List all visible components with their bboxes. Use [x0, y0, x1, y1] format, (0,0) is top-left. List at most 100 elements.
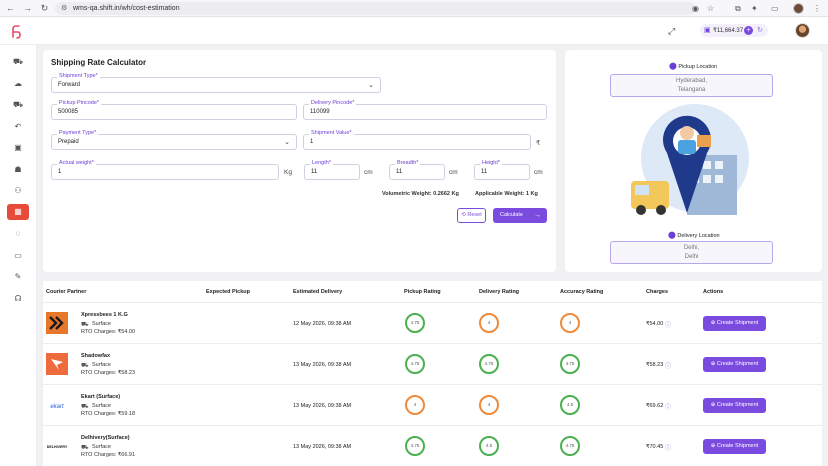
wallet-balance[interactable]: ▣ ₹11,664.37 + ↻ — [700, 24, 768, 37]
courier-name: Shadowfax — [81, 353, 111, 359]
pickup-pincode-value: 500085 — [58, 109, 79, 115]
actual-weight-value: 1 — [58, 169, 62, 175]
shipping-mode: Surface — [92, 444, 111, 450]
info-icon[interactable]: ⓘ — [665, 323, 672, 329]
delivery-location-box: Delhi, Delhi — [610, 241, 773, 264]
return-icon[interactable]: ↶ — [14, 122, 22, 131]
breadth-label: Breadth* — [395, 160, 421, 167]
extensions-icon[interactable]: ⧉ — [735, 4, 741, 13]
truck-icon: ⛟ — [81, 404, 89, 410]
browser-toolbar: ← → ↻ ⚙ wms-qa.shift.in/wh/cost-estimati… — [0, 0, 828, 17]
shipment-type-select[interactable]: Shipment Type* Forward ⌄ — [51, 73, 381, 93]
plus-circle-icon: ⊕ — [710, 320, 716, 326]
payment-type-select[interactable]: Payment Type* Prepaid ⌄ — [51, 130, 297, 150]
chevron-down-icon: ⌄ — [284, 139, 290, 146]
add-money-button[interactable]: + — [744, 26, 753, 35]
shipment-value-input[interactable]: Shipment Value* 1 — [303, 130, 531, 150]
browser-menu-icon[interactable]: ⋮ — [813, 4, 821, 13]
xpressbees-logo — [46, 312, 68, 334]
shipment-value-label: Shipment Value* — [309, 130, 354, 137]
create-shipment-label: Create Shipment — [716, 361, 759, 367]
table-row: Xpressbees 1 K.G ⛟ Surface RTO Charges: … — [43, 302, 822, 343]
arrow-right-icon: → — [534, 212, 541, 219]
actual-weight-label: Actual weight* — [57, 160, 96, 167]
chat-icon[interactable]: ◌ — [15, 229, 21, 238]
pickup-location-label: Pickup Location — [678, 64, 718, 70]
info-icon[interactable]: ⓘ — [665, 446, 672, 452]
courier-name: Xpressbees 1 K.G — [81, 312, 128, 318]
create-shipment-button[interactable]: ⊕ Create Shipment — [703, 398, 766, 413]
cloud-icon[interactable]: ☁ — [14, 79, 22, 88]
svg-text:ekart: ekart — [50, 404, 64, 410]
headset-icon[interactable]: ☊ — [14, 294, 22, 303]
info-icon[interactable]: ⓘ — [665, 405, 672, 411]
cast-icon[interactable]: ▭ — [771, 4, 779, 13]
browser-profile-avatar[interactable] — [793, 3, 804, 14]
actual-weight-input[interactable]: Actual weight* 1 — [51, 160, 279, 180]
pickup-location-box: Hyderabad, Telangana — [610, 74, 773, 97]
create-shipment-label: Create Shipment — [716, 320, 759, 326]
fullscreen-icon[interactable]: ⤢ — [668, 26, 676, 36]
info-icon[interactable]: ⓘ — [665, 364, 672, 370]
col-estimated-delivery: Estimated Delivery — [293, 289, 343, 295]
reset-button[interactable]: ⟲ Reset — [457, 208, 486, 223]
length-input[interactable]: Length* 11 — [304, 160, 360, 180]
star-icon[interactable]: ☆ — [707, 4, 715, 13]
create-shipment-button[interactable]: ⊕ Create Shipment — [703, 439, 766, 454]
refresh-balance-icon[interactable]: ↻ — [757, 27, 763, 34]
delivery-rating-gauge: 4.5 — [479, 436, 499, 456]
col-charges: Charges — [646, 289, 669, 295]
card-icon[interactable]: ▭ — [14, 251, 22, 260]
back-icon[interactable]: ← — [6, 3, 15, 13]
create-shipment-button[interactable]: ⊕ Create Shipment — [703, 316, 766, 331]
users-icon[interactable]: ⚇ — [14, 186, 22, 195]
volumetric-weight: Volumetric Weight: 0.2662 Kg — [382, 191, 459, 197]
wallet-icon: ▣ — [704, 27, 711, 34]
calculate-label: Calculate — [500, 212, 523, 218]
shipment-type-value: Forward — [58, 82, 81, 88]
shift-logo[interactable] — [10, 25, 22, 39]
plus-circle-icon: ⊕ — [710, 402, 716, 408]
delivery-rating-gauge: 4.75 — [479, 354, 499, 374]
calculator-title: Shipping Rate Calculator — [51, 58, 147, 67]
sidebar: ⛟ ☁ ⛟ ↶ ▣ ☗ ⚇ ▦ ◌ ▭ ✎ ☊ — [0, 45, 37, 466]
shipment-type-label: Shipment Type* — [57, 73, 100, 80]
delivery-location-heading: ⬤ Delivery Location — [668, 231, 720, 239]
estimated-delivery: 13 May 2026, 09:38 AM — [293, 362, 352, 368]
calculate-button[interactable]: Calculate → — [493, 208, 547, 223]
delivery-illustration — [631, 104, 749, 215]
site-info-icon[interactable]: ⚙ — [61, 5, 68, 12]
shipping-mode: Surface — [92, 362, 111, 368]
pickup-pincode-input[interactable]: Pickup Pincode* 500085 — [51, 100, 297, 120]
eye-off-icon[interactable]: ◉ — [692, 4, 699, 13]
user-avatar[interactable] — [795, 23, 810, 38]
pickup-pincode-label: Pickup Pincode* — [57, 100, 102, 107]
address-bar[interactable]: ⚙ wms-qa.shift.in/wh/cost-estimation — [55, 2, 695, 15]
truck-icon[interactable]: ⛟ — [12, 57, 24, 66]
reload-icon[interactable]: ↻ — [40, 3, 49, 13]
col-courier-partner: Courier Partner — [46, 289, 87, 295]
user-box-icon[interactable]: ☗ — [14, 165, 22, 174]
extension-puzzle-icon[interactable]: ✦ — [751, 4, 758, 13]
forward-icon[interactable]: → — [23, 3, 32, 13]
shipping-mode: Surface — [92, 403, 111, 409]
charges: ₹70.45 — [646, 444, 664, 450]
col-pickup-rating: Pickup Rating — [404, 289, 441, 295]
applicable-weight: Applicable Weight: 1 Kg — [475, 191, 538, 197]
accuracy-rating-gauge: 4 — [560, 313, 580, 333]
location-card: ⬤ Pickup Location Hyderabad, Telangana ⬤… — [565, 50, 822, 272]
rupee-unit: ₹ — [536, 140, 541, 147]
wrench-icon[interactable]: ✎ — [14, 272, 22, 281]
pickup-rating-gauge: 4 — [405, 395, 425, 415]
delivery-pincode-input[interactable]: Delivery Pincode* 110099 — [303, 100, 547, 120]
delivery-rating-gauge: 4 — [479, 313, 499, 333]
box-icon[interactable]: ▣ — [14, 143, 22, 152]
accuracy-rating-gauge: 4.75 — [560, 354, 580, 374]
create-shipment-button[interactable]: ⊕ Create Shipment — [703, 357, 766, 372]
charges: ₹54.00 — [646, 321, 664, 327]
estimated-delivery: 12 May 2026, 09:38 AM — [293, 321, 352, 327]
breadth-input[interactable]: Breadth* 11 — [389, 160, 445, 180]
delivery-truck-icon[interactable]: ⛟ — [12, 100, 24, 109]
height-input[interactable]: Height* 11 — [474, 160, 530, 180]
calculator-icon[interactable]: ▦ — [7, 204, 29, 220]
